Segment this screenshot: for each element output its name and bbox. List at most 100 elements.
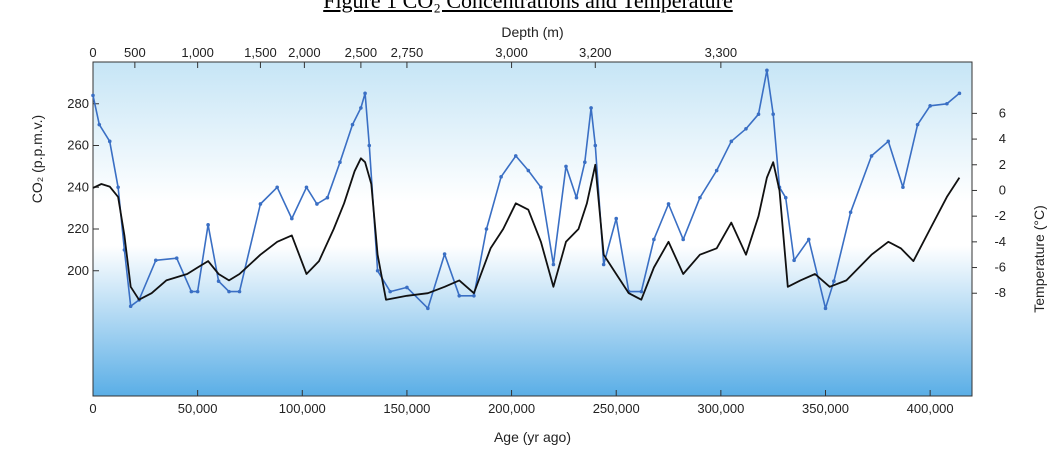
co2-point	[405, 286, 409, 290]
top-tick-label: 1,000	[181, 45, 214, 60]
x-axis-label: Age (yr ago)	[494, 429, 571, 445]
x-tick-label: 400,000	[907, 401, 954, 416]
co2-point	[901, 185, 905, 189]
co2-point	[290, 217, 294, 221]
co2-point	[485, 227, 489, 231]
x-tick-label: 0	[89, 401, 96, 416]
co2-point	[958, 92, 962, 96]
co2-point	[363, 92, 367, 96]
top-tick-label: 2,750	[391, 45, 424, 60]
top-tick-label: 3,300	[705, 45, 738, 60]
co2-point	[652, 238, 656, 242]
co2-point	[367, 144, 371, 148]
co2-point	[945, 102, 949, 106]
co2-point	[457, 294, 461, 298]
x-tick-label: 250,000	[593, 401, 640, 416]
co2-point	[667, 202, 671, 206]
co2-point	[108, 140, 112, 144]
top-tick-label: 1,500	[244, 45, 277, 60]
co2-point	[175, 256, 179, 260]
x-tick-label: 300,000	[697, 401, 744, 416]
y-left-tick-label: 240	[67, 179, 89, 194]
co2-point	[771, 112, 775, 116]
co2-point	[91, 94, 95, 98]
co2-point	[97, 123, 101, 127]
co2-point	[190, 290, 194, 294]
co2-point	[564, 165, 568, 169]
y-right-tick-label: 6	[999, 105, 1006, 120]
co2-point	[552, 263, 556, 267]
y-right-tick-label: -2	[994, 208, 1006, 223]
co2-point	[583, 160, 587, 164]
co2-point	[388, 290, 392, 294]
top-tick-label: 0	[89, 45, 96, 60]
top-axis-label: Depth (m)	[501, 24, 563, 40]
co2-point	[196, 290, 200, 294]
co2-point	[916, 123, 920, 127]
co2-point	[886, 140, 890, 144]
plot-area	[93, 62, 972, 396]
top-tick-label: 3,000	[495, 45, 528, 60]
co2-point	[589, 106, 593, 110]
y-axis-right: -8 -6 -4 -2 0 2 4 6	[972, 105, 1006, 300]
co2-point	[832, 279, 836, 283]
co2-point	[640, 290, 644, 294]
y-left-tick-label: 260	[67, 138, 89, 153]
y-left-tick-label: 200	[67, 263, 89, 278]
y-right-tick-label: -6	[994, 260, 1006, 275]
co2-point	[928, 104, 932, 108]
y-axis-left-label: CO₂ (p.p.m.v.)	[29, 115, 45, 203]
co2-point	[315, 202, 319, 206]
co2-point	[784, 196, 788, 200]
co2-point	[217, 279, 221, 283]
co2-point	[870, 154, 874, 158]
co2-point	[443, 252, 447, 256]
co2-point	[426, 307, 430, 311]
top-tick-label: 2,000	[288, 45, 321, 60]
co2-point	[116, 185, 120, 189]
y-right-tick-label: 4	[999, 131, 1006, 146]
x-tick-label: 350,000	[802, 401, 849, 416]
co2-point	[376, 269, 380, 273]
co2-point	[154, 259, 158, 263]
x-tick-label: 150,000	[383, 401, 430, 416]
co2-point	[326, 196, 330, 200]
co2-point	[539, 185, 543, 189]
y-right-tick-label: 0	[999, 182, 1006, 197]
co2-point	[602, 263, 606, 267]
y-right-tick-label: -8	[994, 285, 1006, 300]
top-tick-label: 500	[124, 45, 146, 60]
co2-point	[514, 154, 518, 158]
co2-point	[792, 259, 796, 263]
co2-point	[499, 175, 503, 179]
co2-point	[824, 307, 828, 311]
top-tick-label: 2,500	[345, 45, 378, 60]
co2-point	[744, 127, 748, 131]
y-right-tick-label: 2	[999, 157, 1006, 172]
y-left-tick-label: 280	[67, 96, 89, 111]
co2-point	[227, 290, 231, 294]
co2-point	[698, 196, 702, 200]
co2-point	[527, 169, 531, 173]
co2-point	[681, 238, 685, 242]
co2-point	[593, 144, 597, 148]
x-tick-label: 50,000	[178, 401, 218, 416]
y-left-tick-label: 220	[67, 221, 89, 236]
y-axis-right-label: Temperature (°C)	[1031, 205, 1047, 313]
co2-point	[715, 169, 719, 173]
co2-point	[807, 238, 811, 242]
y-right-tick-label: -4	[994, 234, 1006, 249]
co2-point	[275, 185, 279, 189]
x-tick-label: 100,000	[279, 401, 326, 416]
co2-point	[206, 223, 210, 227]
co2-point	[305, 185, 309, 189]
top-tick-label: 3,200	[579, 45, 612, 60]
co2-point	[757, 112, 761, 116]
co2-point	[238, 290, 242, 294]
co2-point	[472, 294, 476, 298]
co2-point	[765, 69, 769, 73]
x-tick-label: 200,000	[488, 401, 535, 416]
co2-point	[614, 217, 618, 221]
co2-point	[575, 196, 579, 200]
